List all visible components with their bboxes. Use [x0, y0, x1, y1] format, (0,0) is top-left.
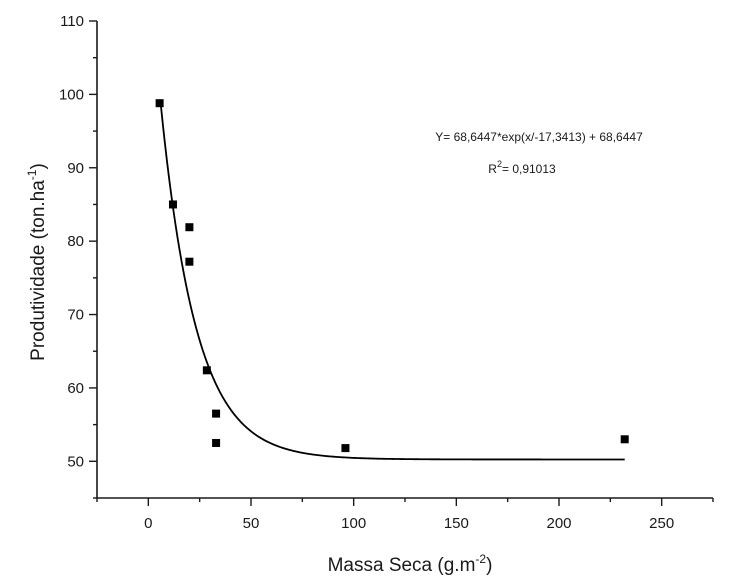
r-squared-exponent: 2	[497, 159, 502, 169]
x-tick-label: 150	[444, 515, 469, 532]
x-axis-title-exponent: -2	[475, 552, 486, 566]
y-tick-label: 100	[59, 86, 84, 103]
equation-annotation: Y= 68,6447*exp(x/-17,3413) + 68,6447	[435, 130, 643, 144]
y-axis-title-end: )	[28, 163, 49, 169]
data-point	[185, 223, 194, 232]
x-tick-label: 200	[546, 515, 571, 532]
data-point	[212, 409, 221, 418]
y-tick-label: 80	[67, 233, 84, 250]
x-tick-label: 0	[144, 515, 152, 532]
r-squared-annotation: R2= 0,91013	[488, 159, 556, 176]
y-tick-label: 70	[67, 307, 84, 324]
data-point	[620, 435, 629, 444]
data-point	[212, 438, 221, 447]
y-axis-title-exponent: -1	[25, 169, 39, 180]
y-axis-ticks: 50 60 70 80 90 100 110	[59, 13, 97, 499]
y-axis-title: Produtividade (ton.ha-1)	[25, 163, 49, 361]
r-squared-letter: R	[488, 162, 497, 176]
y-tick-label: 60	[67, 380, 84, 397]
y-tick-label: 90	[67, 160, 84, 177]
data-point	[168, 200, 177, 209]
x-axis-title-base: Massa Seca (g.m	[328, 555, 476, 576]
x-axis-ticks: 0 50 100 150 200 250	[96, 498, 714, 532]
x-axis-title-end: )	[486, 555, 492, 576]
y-axis-title-base: Produtividade (ton.ha	[28, 180, 49, 361]
x-tick-label: 250	[649, 515, 674, 532]
data-point	[202, 366, 211, 375]
x-axis-title: Massa Seca (g.m-2)	[328, 552, 493, 576]
fit-curve	[159, 102, 625, 461]
y-tick-label: 110	[60, 13, 84, 30]
data-points	[155, 99, 629, 453]
data-point	[155, 99, 164, 108]
y-tick-label: 50	[67, 453, 84, 470]
r-squared-value: = 0,91013	[502, 162, 556, 176]
data-point	[341, 444, 350, 453]
x-tick-label: 50	[243, 515, 260, 532]
x-tick-label: 100	[341, 515, 366, 532]
data-point	[185, 257, 194, 266]
